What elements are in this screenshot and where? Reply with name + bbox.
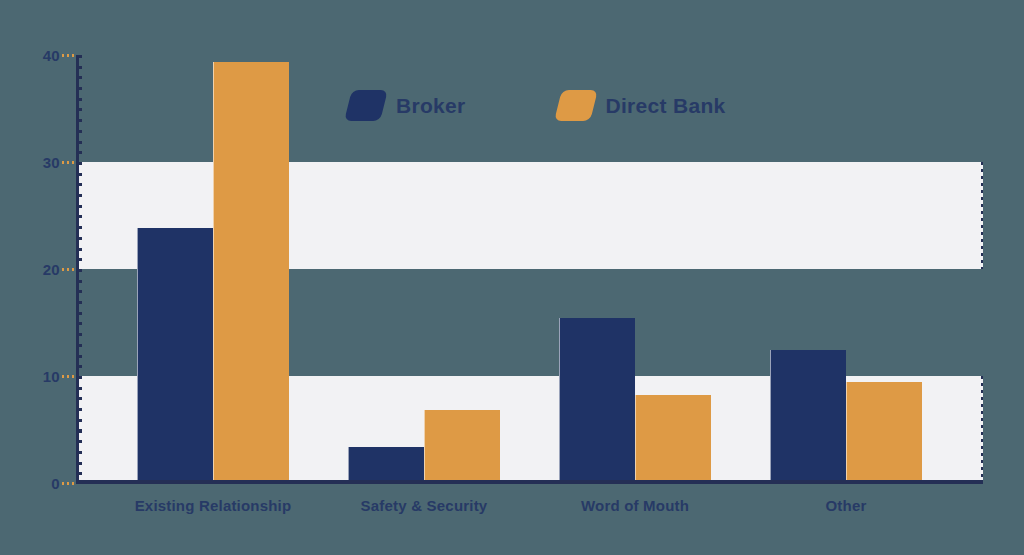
y-axis-minor-ticks bbox=[79, 55, 82, 483]
bar-broker-word-of-mouth bbox=[559, 318, 635, 483]
legend-item-broker: Broker bbox=[348, 90, 466, 121]
bar-direct-bank-safety-security bbox=[424, 410, 500, 483]
y-axis-tick-mark-40 bbox=[62, 54, 76, 57]
y-axis-tick-mark-10 bbox=[62, 375, 76, 378]
bar-chart: 0 10 20 30 40 Existing Relationship Safety & … bbox=[0, 0, 1024, 555]
bar-direct-bank-word-of-mouth bbox=[635, 395, 711, 483]
legend-label-broker: Broker bbox=[396, 94, 466, 118]
bar-direct-bank-existing-relationship bbox=[213, 62, 289, 483]
y-axis-tick-label-40: 40 bbox=[24, 47, 60, 64]
y-axis-tick-label-30: 30 bbox=[24, 154, 60, 171]
bar-broker-other bbox=[770, 350, 846, 483]
x-axis-category-label-safety-security: Safety & Security bbox=[361, 497, 488, 514]
direct-bank-swatch-icon bbox=[554, 90, 598, 121]
bar-broker-safety-security bbox=[348, 447, 424, 483]
broker-swatch-icon bbox=[344, 90, 388, 121]
legend-label-direct-bank: Direct Bank bbox=[606, 94, 726, 118]
y-axis-tick-mark-30 bbox=[62, 161, 76, 164]
x-axis-category-label-other: Other bbox=[825, 497, 866, 514]
legend: Broker Direct Bank bbox=[348, 90, 726, 121]
x-axis-line bbox=[76, 480, 983, 484]
y-axis-tick-label-0: 0 bbox=[24, 475, 60, 492]
y-axis-tick-mark-20 bbox=[62, 268, 76, 271]
y-axis-tick-label-10: 10 bbox=[24, 368, 60, 385]
x-axis-category-label-word-of-mouth: Word of Mouth bbox=[581, 497, 689, 514]
bar-direct-bank-other bbox=[846, 382, 922, 483]
bar-broker-existing-relationship bbox=[137, 228, 213, 483]
y-axis-tick-mark-0 bbox=[62, 482, 76, 485]
x-axis-category-label-existing-relationship: Existing Relationship bbox=[135, 497, 292, 514]
legend-item-direct-bank: Direct Bank bbox=[558, 90, 726, 121]
y-axis-tick-label-20: 20 bbox=[24, 261, 60, 278]
